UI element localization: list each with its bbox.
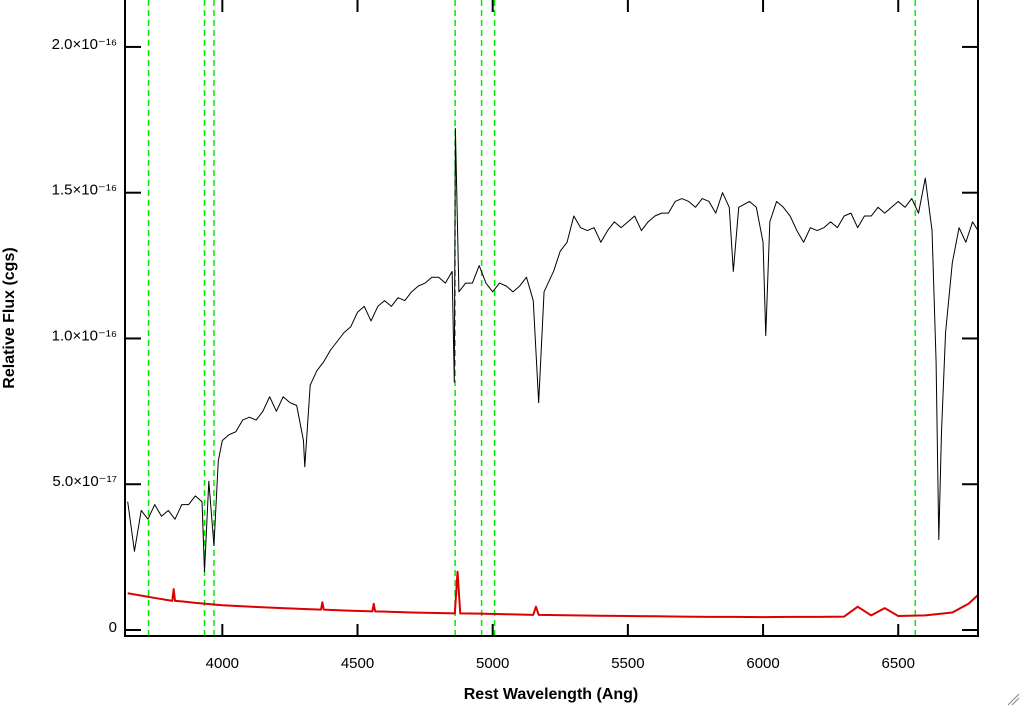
resize-grip <box>1007 693 1020 706</box>
y-axis-label: Relative Flux (cgs) <box>1 247 18 388</box>
spectrum-line <box>127 570 979 619</box>
y-tick-label: 1.0×10⁻¹⁶ <box>52 327 117 344</box>
y-tick-label: 5.0×10⁻¹⁷ <box>52 473 117 490</box>
x-tick-label: 6000 <box>746 655 779 672</box>
y-tick-label: 0 <box>109 619 117 636</box>
x-tick-label: 6500 <box>882 655 915 672</box>
x-axis-label: Rest Wavelength (Ang) <box>464 686 639 703</box>
y-tick-label: 2.0×10⁻¹⁶ <box>52 36 117 53</box>
y-tick-label: 1.5×10⁻¹⁶ <box>52 182 117 199</box>
x-tick-label: 4000 <box>206 655 239 672</box>
x-tick-label: 5000 <box>476 655 509 672</box>
plot-frame <box>124 0 979 637</box>
x-tick-label: 5500 <box>611 655 644 672</box>
x-tick-label: 4500 <box>341 655 374 672</box>
spectrum-line <box>127 128 979 573</box>
